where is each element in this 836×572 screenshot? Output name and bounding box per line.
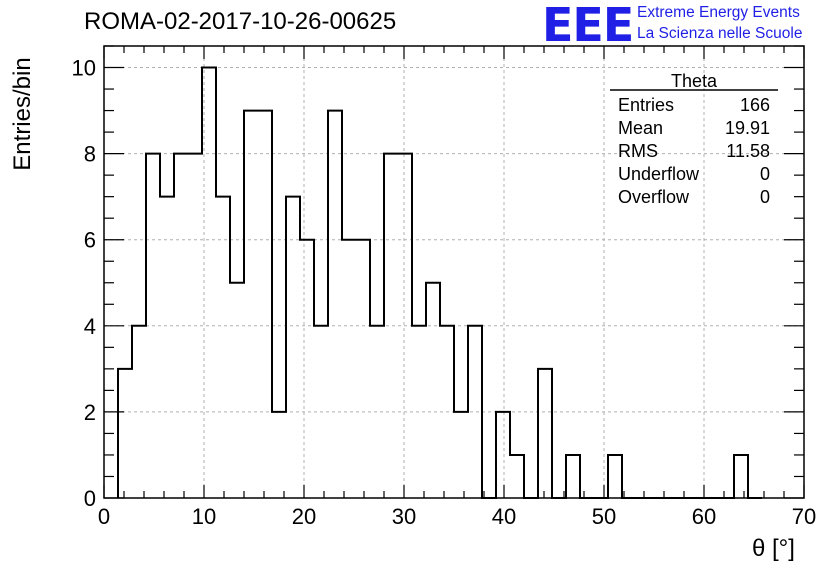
stats-row-label: Overflow [618,187,690,207]
stats-row-label: Underflow [618,164,700,184]
stats-row-label: RMS [618,141,658,161]
histogram-bin [342,240,356,498]
histogram-bin [300,240,314,498]
stats-row-value: 11.58 [726,141,770,161]
histogram-bin [272,412,286,498]
stats-row-value: 0 [760,187,770,207]
histogram-bin [468,326,482,498]
histogram-bin [734,455,748,498]
histogram-bin [174,154,188,498]
histogram-bin [188,154,202,498]
x-tick-label: 20 [292,504,316,529]
histogram-bin [384,154,398,498]
x-tick-label: 60 [692,504,716,529]
histogram-bin [146,154,160,498]
histogram-bin [426,283,440,498]
x-tick-label: 10 [192,504,216,529]
histogram-bin [398,154,412,498]
y-tick-label: 6 [84,228,96,253]
stats-row-value: 19.91 [725,118,770,138]
stats-box-title: Theta [671,71,718,91]
histogram-bin [216,197,230,498]
histogram-bin [258,111,272,498]
histogram-bin [286,197,300,498]
x-tick-label: 70 [792,504,816,529]
histogram-bin [118,369,132,498]
x-tick-label: 0 [98,504,110,529]
y-tick-label: 4 [84,314,96,339]
stats-row-label: Entries [618,95,674,115]
histogram-bin [440,326,454,498]
y-tick-label: 0 [84,486,96,511]
x-tick-label: 30 [392,504,416,529]
histogram-bin [244,111,258,498]
y-tick-label: 10 [72,56,96,81]
histogram-bin [496,412,510,498]
histogram-bin [566,455,580,498]
histogram-bin [132,326,146,498]
plot-title: ROMA-02-2017-10-26-00625 [84,8,397,35]
histogram-bin [160,197,174,498]
x-tick-label: 50 [592,504,616,529]
stats-row-label: Mean [618,118,663,138]
x-axis-label: θ [°] [752,535,795,562]
histogram-bin [454,412,468,498]
histogram-bin [230,283,244,498]
eee-logo-mark: EEE [542,0,634,52]
histogram-bin [608,455,622,498]
y-tick-label: 2 [84,400,96,425]
plot-frame [103,45,805,499]
histogram-series [117,66,762,499]
y-tick-label: 8 [84,142,96,167]
stats-row-value: 0 [760,164,770,184]
histogram-bin [510,455,524,498]
histogram-bin [370,326,384,498]
histogram-bin [538,369,552,498]
x-tick-label: 40 [492,504,516,529]
histogram-bin [328,111,342,498]
histogram-bin [314,326,328,498]
stats-row-value: 166 [740,95,770,115]
histogram-bin [356,240,370,498]
logo-line-2: La Scienza nelle Scuole [637,25,803,42]
histogram-bin [202,68,216,498]
logo-line-1: Extreme Energy Events [637,4,800,21]
histogram-bin [412,326,426,498]
